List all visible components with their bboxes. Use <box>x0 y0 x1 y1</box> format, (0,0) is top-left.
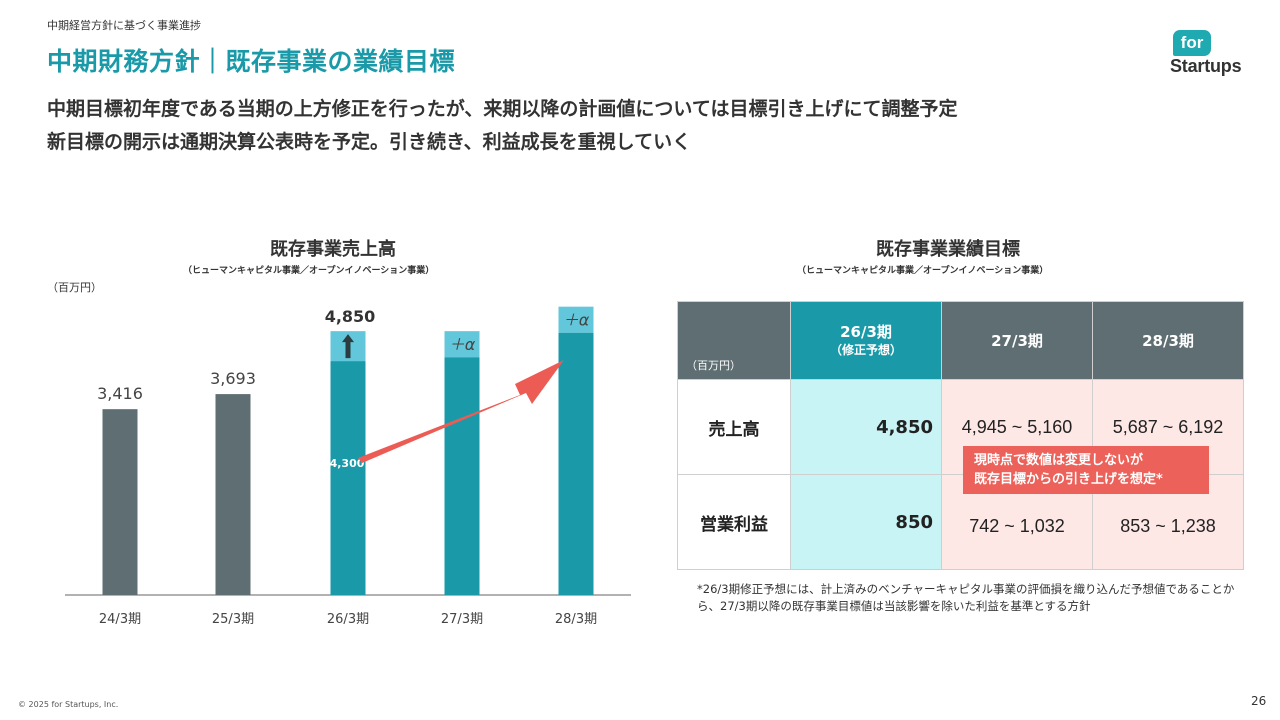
table-title: 既存事業業績目標 <box>876 239 1020 260</box>
plus-alpha-label-3: ＋α <box>449 335 476 354</box>
page-subtitle: 中期目標初年度である当期の上方修正を行ったが、来期以降の計画値については目標引き… <box>47 93 957 159</box>
copyright: © 2025 for Startups, Inc. <box>18 700 119 709</box>
x-tick-label-4: 28/3期 <box>555 612 597 627</box>
breadcrumb: 中期経営方針に基づく事業進捗 <box>47 19 201 32</box>
table-row: 営業利益 850 742 ~ 1,032 853 ~ 1,238 <box>677 474 1244 570</box>
footnote: *26/3期修正予想には、計上済みのベンチャーキャピタル事業の評価損を織り込んだ… <box>697 582 1235 613</box>
page-title: 中期財務方針｜既存事業の業績目標 <box>47 47 456 76</box>
bar-1 <box>215 394 251 595</box>
x-tick-label-2: 26/3期 <box>327 612 369 627</box>
row-label-revenue: 売上高 <box>677 379 791 475</box>
header-28-3: 28/3期 <box>1092 301 1244 380</box>
x-tick-label-1: 25/3期 <box>212 612 254 627</box>
chart-unit: （百万円） <box>47 281 102 294</box>
op-profit-26-3: 850 <box>790 474 942 570</box>
value-label-0: 3,416 <box>97 384 143 403</box>
header-26-3-sub: （修正予想） <box>829 342 902 357</box>
note-line-2: 既存目標からの引き上げを想定* <box>974 472 1163 487</box>
plus-alpha-label-4: ＋α <box>563 311 590 330</box>
bar-4 <box>558 332 594 595</box>
subtitle-line-1: 中期目標初年度である当期の上方修正を行ったが、来期以降の計画値については目標引き… <box>47 98 958 120</box>
note-line-1: 現時点で数値は変更しないが <box>974 453 1144 468</box>
row-label-operating-profit: 営業利益 <box>677 474 791 570</box>
bar-3 <box>444 357 480 595</box>
revenue-bar-chart: 3,416 24/3期 3,693 25/3期 4,850 4,300 26/3期 ＋α 27/… <box>65 306 631 627</box>
revenue-26-3: 4,850 <box>790 379 942 475</box>
header-26-3-main: 26/3期 <box>840 322 892 341</box>
bar-2 <box>330 361 366 595</box>
value-label-1: 3,693 <box>210 369 256 388</box>
table-subtitle: （ヒューマンキャピタル事業／オープンイノベーション事業） <box>797 266 1049 276</box>
inner-value-label: 4,300 <box>330 457 365 470</box>
table-header-row: （百万円） 26/3期 （修正予想） 27/3期 28/3期 <box>677 301 1244 380</box>
logo-wordmark: Startups <box>1170 56 1242 76</box>
x-tick-label-3: 27/3期 <box>441 612 483 627</box>
kpi-target-table: （百万円） 26/3期 （修正予想） 27/3期 28/3期 売上高 4,850… <box>677 301 1244 570</box>
target-note-callout: 現時点で数値は変更しないが 既存目標からの引き上げを想定* <box>963 446 1209 494</box>
subtitle-line-2: 新目標の開示は通期決算公表時を予定。引き続き、利益成長を重視していく <box>47 131 692 153</box>
header-27-3: 27/3期 <box>941 301 1093 380</box>
value-label-2: 4,850 <box>325 307 376 326</box>
page-number: 26 <box>1251 694 1267 708</box>
chart-title: 既存事業売上高 <box>270 239 396 260</box>
logo-bubble: for <box>1173 30 1211 56</box>
growth-arrow-icon <box>358 360 564 463</box>
bar-uplift-3 <box>444 331 480 358</box>
company-logo: for Startups <box>1170 30 1250 78</box>
up-arrow-icon <box>342 334 354 359</box>
chart-subtitle: （ヒューマンキャピタル事業／オープンイノベーション事業） <box>183 266 435 276</box>
table-unit-cell: （百万円） <box>677 301 791 380</box>
bar-0 <box>102 409 138 595</box>
header-26-3: 26/3期 （修正予想） <box>790 301 942 380</box>
bar-uplift-4 <box>558 306 594 333</box>
x-tick-label-0: 24/3期 <box>99 612 141 627</box>
